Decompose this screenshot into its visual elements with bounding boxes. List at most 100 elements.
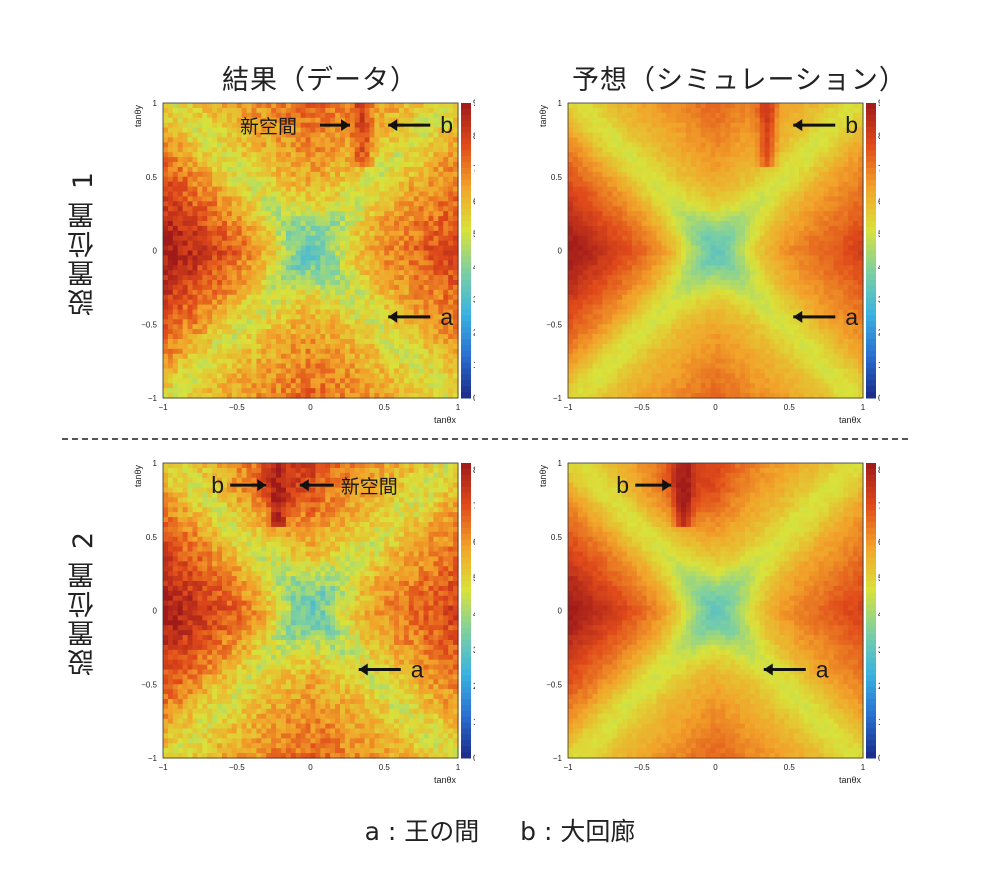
heatmap-cell xyxy=(340,127,346,134)
heatmap-cell xyxy=(418,265,425,271)
heatmap-cell xyxy=(325,289,331,296)
heatmap-cell xyxy=(344,339,351,345)
heatmap-cell xyxy=(163,324,169,330)
heatmap-cell xyxy=(622,122,628,129)
heatmap-cell xyxy=(222,294,228,301)
heatmap-cell xyxy=(438,329,444,335)
heatmap-cell xyxy=(607,230,613,237)
heatmap-cell xyxy=(612,358,618,365)
heatmap-cell xyxy=(325,162,331,168)
heatmap-cell xyxy=(364,216,371,222)
heatmap-cell xyxy=(231,260,238,266)
heatmap-cell xyxy=(315,162,321,168)
heatmap-cell xyxy=(631,245,638,252)
heatmap-cell xyxy=(246,152,253,158)
heatmap-cell xyxy=(256,152,262,158)
heatmap-cell xyxy=(330,260,336,266)
heatmap-cell xyxy=(335,137,341,143)
heatmap-cell xyxy=(305,166,312,173)
heatmap-cell xyxy=(403,378,410,384)
heatmap-cell xyxy=(374,103,380,109)
heatmap-cell xyxy=(646,162,653,168)
heatmap-cell xyxy=(453,299,459,306)
heatmap-cell xyxy=(592,216,599,222)
heatmap-cell xyxy=(403,250,410,257)
heatmap-cell xyxy=(641,284,648,291)
heatmap-cell xyxy=(577,103,584,109)
heatmap-cell xyxy=(187,255,194,261)
heatmap-cell xyxy=(330,289,336,296)
heatmap-cell xyxy=(172,162,179,168)
heatmap-cell xyxy=(602,147,608,153)
heatmap-cell xyxy=(261,280,267,286)
heatmap-cell xyxy=(207,343,213,350)
heatmap-cell xyxy=(582,373,589,379)
heatmap-cell xyxy=(384,122,390,129)
heatmap-cell xyxy=(192,324,199,330)
heatmap-cell xyxy=(443,137,449,143)
heatmap-cell xyxy=(666,255,672,261)
heatmap-cell xyxy=(656,368,663,375)
heatmap-cell xyxy=(577,240,584,247)
heatmap-cell xyxy=(354,221,361,227)
heatmap-cell xyxy=(354,339,361,345)
heatmap-cell xyxy=(448,186,454,193)
heatmap-cell xyxy=(656,378,663,384)
heatmap-cell xyxy=(236,260,243,266)
heatmap-cell xyxy=(607,157,613,163)
heatmap-cell xyxy=(572,299,579,306)
heatmap-cell xyxy=(607,142,613,148)
heatmap-cell xyxy=(266,324,272,330)
heatmap-cell xyxy=(602,191,608,198)
heatmap-cell xyxy=(266,230,272,237)
heatmap-cell xyxy=(177,127,184,134)
heatmap-cell xyxy=(266,353,272,360)
heatmap-cell xyxy=(438,225,444,232)
heatmap-cell xyxy=(403,393,410,399)
heatmap-cell xyxy=(320,255,326,261)
heatmap-cell xyxy=(646,147,653,153)
heatmap-cell xyxy=(335,221,341,227)
heatmap-cell xyxy=(271,117,277,124)
heatmap-cell xyxy=(379,230,385,237)
heatmap-cell xyxy=(651,112,658,119)
heatmap-cell xyxy=(651,353,658,360)
heatmap-cell xyxy=(443,112,449,119)
heatmap-cell xyxy=(374,304,380,311)
heatmap-cell xyxy=(597,275,604,281)
heatmap-cell xyxy=(202,166,208,173)
heatmap-cell xyxy=(448,289,454,296)
heatmap-cell xyxy=(622,157,628,163)
heatmap-cell xyxy=(413,196,420,202)
heatmap-cell xyxy=(276,211,282,217)
heatmap-cell xyxy=(379,270,385,276)
heatmap-cell xyxy=(261,240,267,247)
heatmap-cell xyxy=(612,250,618,257)
heatmap-cell xyxy=(587,221,594,227)
heatmap-cell xyxy=(568,284,574,291)
heatmap-cell xyxy=(374,353,380,360)
heatmap-cell xyxy=(192,122,199,129)
heatmap-cell xyxy=(369,171,376,178)
heatmap-cell xyxy=(394,388,400,394)
heatmap-cell xyxy=(266,117,272,124)
heatmap-cell xyxy=(192,334,199,340)
heatmap-cell xyxy=(276,353,282,360)
heatmap-cell xyxy=(582,260,589,266)
heatmap-cell xyxy=(271,309,277,316)
heatmap-cell xyxy=(597,235,604,242)
heatmap-cell xyxy=(285,339,292,345)
heatmap-cell xyxy=(340,162,346,168)
heatmap-cell xyxy=(207,206,213,212)
heatmap-cell xyxy=(379,383,385,389)
heatmap-cell xyxy=(251,176,258,183)
heatmap-cell xyxy=(335,270,341,276)
heatmap-cell xyxy=(612,240,618,247)
heatmap-cell xyxy=(622,147,628,153)
heatmap-cell xyxy=(349,181,356,188)
heatmap-cell xyxy=(344,171,351,178)
heatmap-cell xyxy=(433,191,439,198)
heatmap-cell xyxy=(295,358,302,365)
heatmap-cell xyxy=(182,181,189,188)
heatmap-cell xyxy=(226,373,233,379)
